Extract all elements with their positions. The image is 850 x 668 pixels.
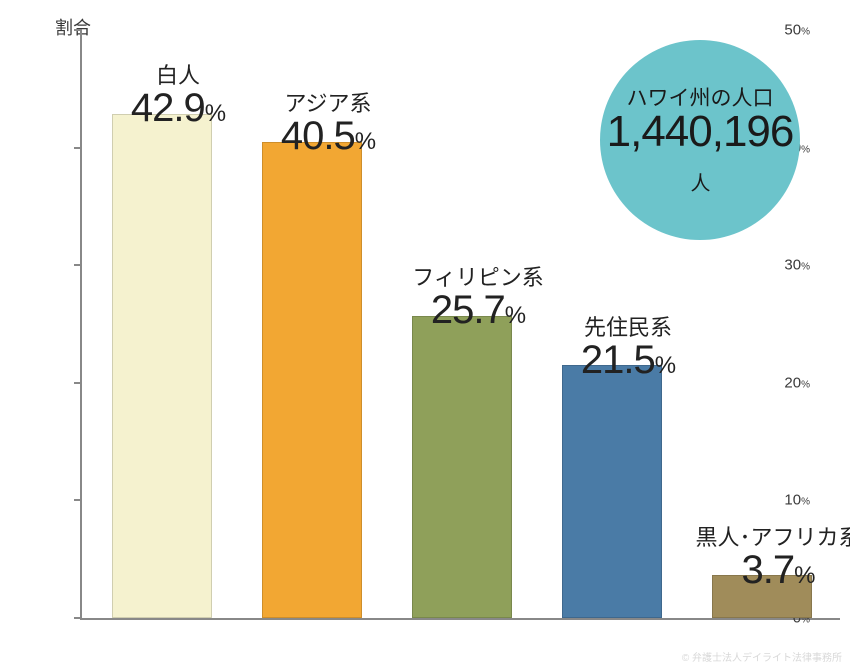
- bar-value: 40.5%: [238, 114, 418, 159]
- population-badge: ハワイ州の人口1,440,196人: [600, 40, 800, 240]
- bar-value: 21.5%: [538, 338, 718, 383]
- bar: [412, 316, 512, 618]
- population-value: 1,440,196人: [600, 110, 800, 198]
- x-axis-line: [80, 618, 840, 620]
- y-tick-mark: [74, 382, 82, 384]
- bar-label: 先住民系21.5%: [538, 310, 718, 383]
- y-tick-mark: [74, 617, 82, 619]
- y-tick-mark: [74, 147, 82, 149]
- copyright-text: © 弁護士法人デイライト法律事務所: [682, 649, 842, 664]
- y-tick-mark: [74, 264, 82, 266]
- bar-label: 黒人･アフリカ系3.7%: [688, 520, 850, 593]
- bar-label: アジア系40.5%: [238, 86, 418, 159]
- y-tick-mark: [74, 29, 82, 31]
- bar: [562, 365, 662, 618]
- bar-value: 3.7%: [688, 548, 850, 593]
- bar: [262, 142, 362, 618]
- y-tick-mark: [74, 499, 82, 501]
- chart-container: 割合 0%10%20%30%40%50% 白人42.9%アジア系40.5%フィリ…: [40, 30, 820, 640]
- bar: [112, 114, 212, 619]
